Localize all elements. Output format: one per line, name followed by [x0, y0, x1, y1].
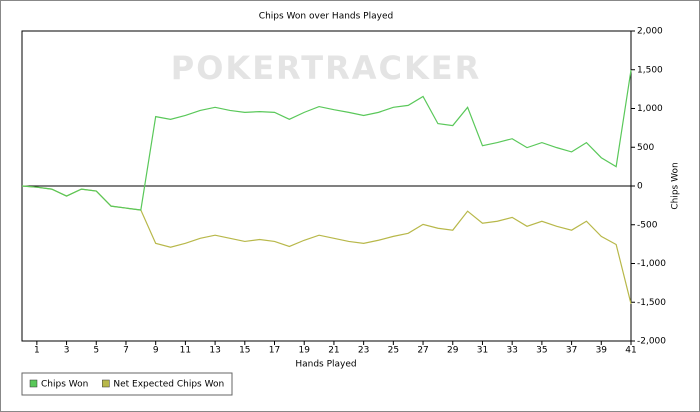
x-tick-label: 21: [328, 346, 339, 356]
x-tick-label: 19: [298, 346, 310, 356]
y-axis-label: Chips Won: [671, 162, 681, 209]
x-tick-label: 11: [180, 346, 191, 356]
x-tick-label: 9: [153, 346, 159, 356]
x-tick-label: 13: [209, 346, 220, 356]
x-tick-label: 3: [64, 346, 70, 356]
x-tick-label: 39: [596, 346, 608, 356]
x-tick-label: 7: [123, 346, 129, 356]
y-tick-label: 2,000: [637, 27, 663, 37]
legend-label: Chips Won: [41, 380, 88, 390]
x-tick-label: 31: [477, 346, 488, 356]
x-tick-label: 17: [269, 346, 280, 356]
y-tick-label: 500: [637, 143, 654, 153]
x-tick-label: 33: [506, 346, 517, 356]
legend-swatch: [102, 379, 110, 388]
legend: [21, 372, 233, 396]
x-tick-label: 35: [536, 346, 547, 356]
y-tick-label: 0: [637, 182, 643, 192]
x-tick-label: 5: [93, 346, 99, 356]
legend-swatch: [29, 379, 38, 388]
x-tick-label: 23: [358, 346, 369, 356]
x-tick-label: 15: [239, 346, 250, 356]
x-tick-label: 29: [447, 346, 459, 356]
x-tick-label: 41: [625, 346, 636, 356]
data-line: [21, 70, 632, 211]
x-tick-label: 25: [388, 346, 399, 356]
y-tick-label: -500: [637, 220, 658, 230]
x-tick-label: 27: [417, 346, 428, 356]
y-tick-label: 1,000: [637, 104, 663, 114]
legend-label: Net Expected Chips Won: [113, 380, 224, 390]
y-tick-label: -2,000: [637, 337, 666, 347]
watermark: POKERTRACKER: [171, 49, 482, 87]
y-tick-label: 1,500: [637, 65, 663, 75]
x-axis-label: Hands Played: [295, 360, 356, 370]
x-tick-label: 1: [34, 346, 40, 356]
y-tick-label: -1,000: [637, 259, 666, 269]
y-tick-label: -1,500: [637, 298, 666, 308]
x-tick-label: 37: [566, 346, 577, 356]
chart-title: Chips Won over Hands Played: [259, 12, 393, 22]
